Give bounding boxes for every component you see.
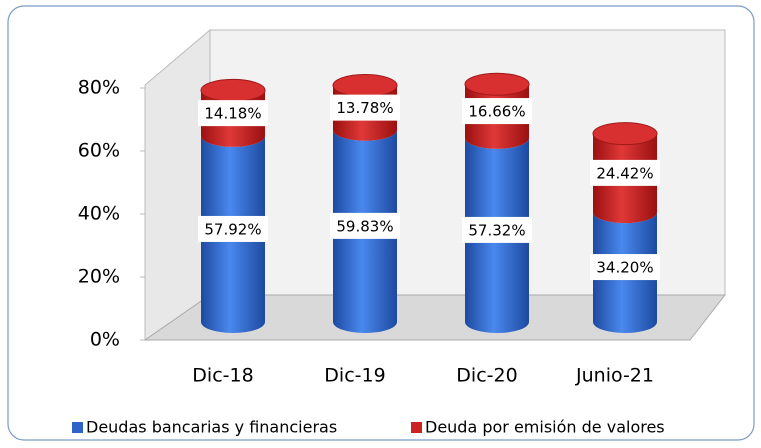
side-wall [144, 28, 211, 341]
value-label: 24.42% [596, 164, 653, 182]
x-tick-label: Dic-19 [324, 365, 385, 387]
value-label-box [590, 254, 660, 281]
cylinder-top [332, 73, 398, 97]
y-tick-label: 20% [78, 266, 120, 288]
cylinder-top [464, 72, 530, 96]
value-label-box [330, 94, 400, 121]
value-label-box [590, 159, 660, 186]
floor [143, 294, 727, 341]
y-tick-label: 0% [90, 329, 120, 351]
value-label: 59.83% [336, 217, 393, 235]
legend-label: Deudas bancarias y financieras [86, 418, 337, 437]
value-label: 14.18% [204, 105, 261, 123]
value-label-box [198, 100, 268, 127]
legend-label: Deuda por emisión de valores [425, 418, 665, 437]
y-tick-label: 60% [78, 140, 120, 162]
y-tick-label: 80% [78, 77, 120, 99]
value-label: 16.66% [468, 103, 525, 121]
legend-swatch [72, 422, 83, 433]
value-label: 13.78% [336, 99, 393, 117]
value-label: 57.32% [468, 221, 525, 239]
cylinder-top [200, 78, 266, 102]
x-tick-label: Dic-20 [456, 365, 517, 387]
value-label-box [462, 98, 532, 125]
x-tick-label: Dic-18 [192, 365, 253, 387]
value-label: 57.92% [204, 220, 261, 238]
y-tick-label: 40% [78, 203, 120, 225]
x-tick-label: Junio-21 [575, 365, 654, 387]
value-label-box [462, 216, 532, 243]
legend-swatch [411, 422, 422, 433]
cylinder-top [592, 122, 658, 146]
value-label: 34.20% [596, 259, 653, 277]
value-label-box [198, 215, 268, 242]
value-label-box [330, 212, 400, 239]
